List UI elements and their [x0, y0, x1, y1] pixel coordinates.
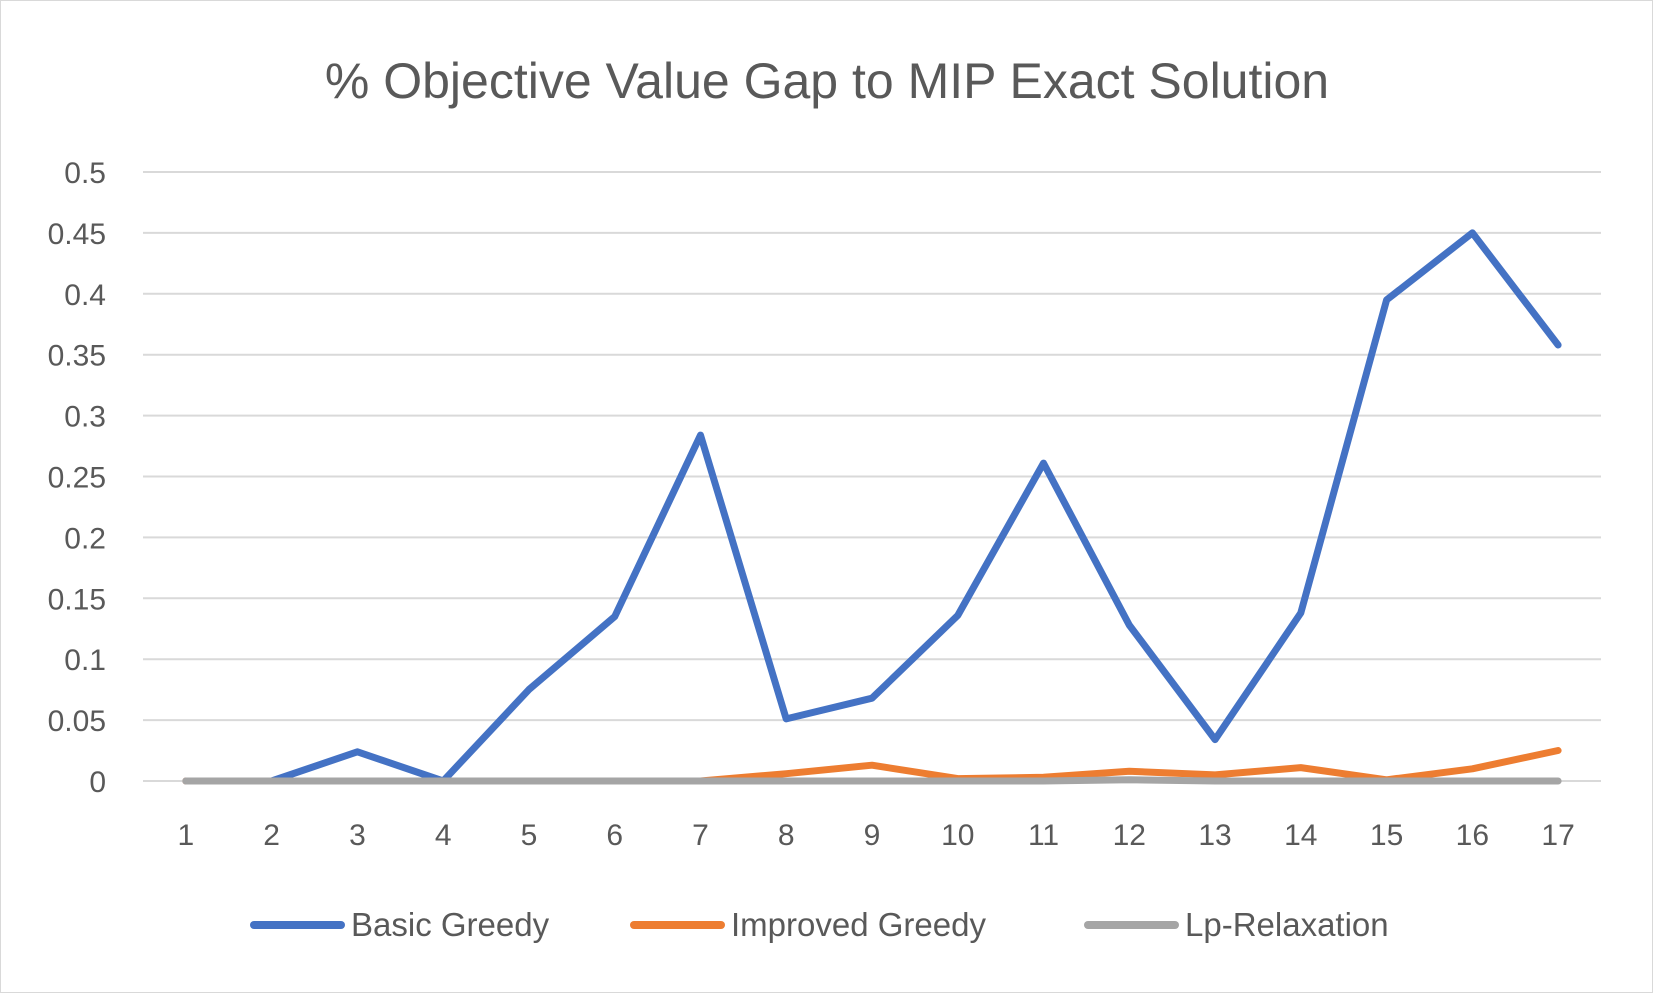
legend-label: Improved Greedy [731, 906, 986, 943]
y-tick-label: 0.35 [48, 340, 106, 373]
x-tick-label: 2 [263, 819, 280, 852]
x-tick-label: 9 [864, 819, 881, 852]
legend-label: Lp-Relaxation [1185, 906, 1389, 943]
x-axis-tick-labels: 1 2 3 4 5 6 7 8 9 10 11 12 13 14 15 16 17 [178, 819, 1575, 852]
x-tick-label: 10 [941, 819, 974, 852]
x-tick-label: 8 [778, 819, 795, 852]
gridlines [143, 171, 1601, 782]
y-axis-tick-labels: 0 0.05 0.1 0.15 0.2 0.25 0.3 0.35 0.4 0.45 0.5 [48, 157, 106, 799]
x-tick-label: 16 [1456, 819, 1489, 852]
y-tick-label: 0.15 [48, 583, 106, 616]
x-tick-label: 6 [606, 819, 623, 852]
y-tick-label: 0 [89, 766, 106, 799]
legend: Basic Greedy Improved Greedy Lp-Relaxation [250, 906, 1389, 943]
y-tick-label: 0.4 [64, 279, 106, 312]
legend-item-basic-greedy: Basic Greedy [250, 906, 550, 943]
legend-item-lp-relaxation: Lp-Relaxation [1084, 906, 1389, 943]
x-tick-label: 5 [521, 819, 538, 852]
x-tick-label: 12 [1113, 819, 1146, 852]
y-tick-label: 0.25 [48, 462, 106, 495]
x-tick-label: 11 [1028, 819, 1059, 852]
y-tick-label: 0.3 [64, 401, 106, 434]
series-line-basic-greedy [182, 229, 1562, 785]
y-tick-label: 0.1 [64, 644, 106, 677]
y-tick-label: 0.2 [64, 522, 106, 555]
x-tick-label: 17 [1541, 819, 1574, 852]
x-tick-label: 7 [692, 819, 709, 852]
chart-title: % Objective Value Gap to MIP Exact Solut… [325, 53, 1329, 109]
x-tick-label: 4 [435, 819, 452, 852]
y-tick-label: 0.5 [64, 157, 106, 190]
series-line-lp-relaxation [182, 776, 1562, 785]
x-tick-label: 14 [1284, 819, 1317, 852]
x-tick-label: 1 [178, 819, 195, 852]
y-tick-label: 0.45 [48, 218, 106, 251]
x-tick-label: 3 [349, 819, 366, 852]
series-lines [182, 229, 1562, 785]
y-tick-label: 0.05 [48, 705, 106, 738]
x-tick-label: 15 [1370, 819, 1403, 852]
x-tick-label: 13 [1198, 819, 1231, 852]
legend-label: Basic Greedy [351, 906, 550, 943]
legend-item-improved-greedy: Improved Greedy [630, 906, 986, 943]
